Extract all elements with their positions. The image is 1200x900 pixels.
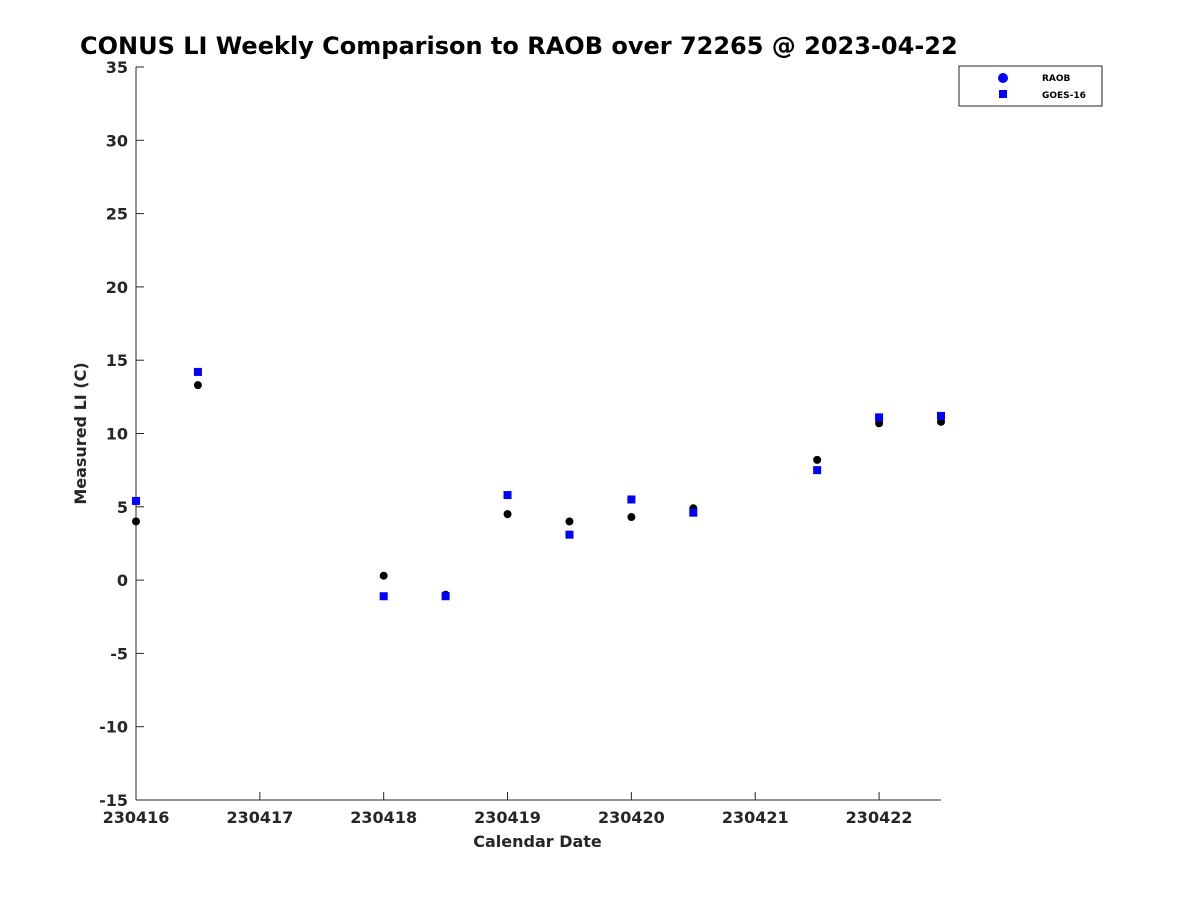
legend-goes-label: GOES-16	[1042, 91, 1086, 101]
goes-16-point	[689, 508, 698, 517]
raob-point	[627, 513, 636, 522]
y-axis-label: Measured LI (C)	[71, 362, 90, 504]
raob-point	[132, 517, 140, 526]
y-tick-label: 20	[106, 278, 128, 297]
x-tick-label: 230417	[226, 808, 293, 827]
x-tick-label: 230422	[846, 808, 913, 827]
series-goes-16	[132, 367, 945, 601]
y-tick-label: -5	[110, 644, 128, 663]
y-axis-ticks: -15 -10 -5 0 5 10 15 20 25 30 35	[99, 58, 144, 810]
y-tick-label: 35	[106, 58, 128, 77]
y-tick-label: 10	[106, 425, 128, 444]
raob-point	[813, 455, 822, 464]
y-tick-label: 30	[106, 131, 128, 150]
goes-16-point	[503, 491, 512, 500]
raob-point	[565, 517, 574, 526]
goes-16-point	[193, 367, 202, 376]
goes-16-point	[565, 530, 574, 539]
chart-title: CONUS LI Weekly Comparison to RAOB over …	[80, 32, 958, 60]
data-series	[132, 367, 945, 601]
raob-point	[379, 571, 388, 580]
goes-16-point	[937, 411, 945, 420]
goes-16-point	[813, 466, 822, 475]
x-axis-ticks: 230416 230417 230418 230419 230420 230421 2304…	[103, 792, 913, 827]
goes-16-point	[441, 592, 450, 601]
legend-raob-marker	[998, 73, 1008, 83]
y-tick-label: 0	[117, 571, 128, 590]
x-tick-label: 230421	[722, 808, 789, 827]
legend-box	[958, 65, 1103, 107]
y-tick-label: -10	[99, 718, 128, 737]
raob-point	[503, 510, 512, 519]
legend-raob-label: RAOB	[1042, 74, 1071, 84]
y-tick-label: 5	[117, 498, 128, 517]
goes-16-point	[875, 413, 884, 422]
raob-point	[193, 381, 202, 390]
goes-16-point	[627, 495, 636, 504]
goes-16-point	[379, 592, 388, 601]
x-axis-label: Calendar Date	[473, 832, 602, 851]
legend: RAOB GOES-16	[958, 65, 1103, 107]
x-tick-label: 230420	[598, 808, 665, 827]
goes-16-point	[132, 496, 140, 505]
legend-goes-marker	[999, 90, 1007, 98]
y-tick-label: 15	[106, 351, 128, 370]
x-tick-label: 230416	[103, 808, 170, 827]
x-tick-label: 230419	[474, 808, 541, 827]
y-tick-label: -15	[99, 791, 128, 810]
x-tick-label: 230418	[350, 808, 417, 827]
y-tick-label: 25	[106, 205, 128, 224]
